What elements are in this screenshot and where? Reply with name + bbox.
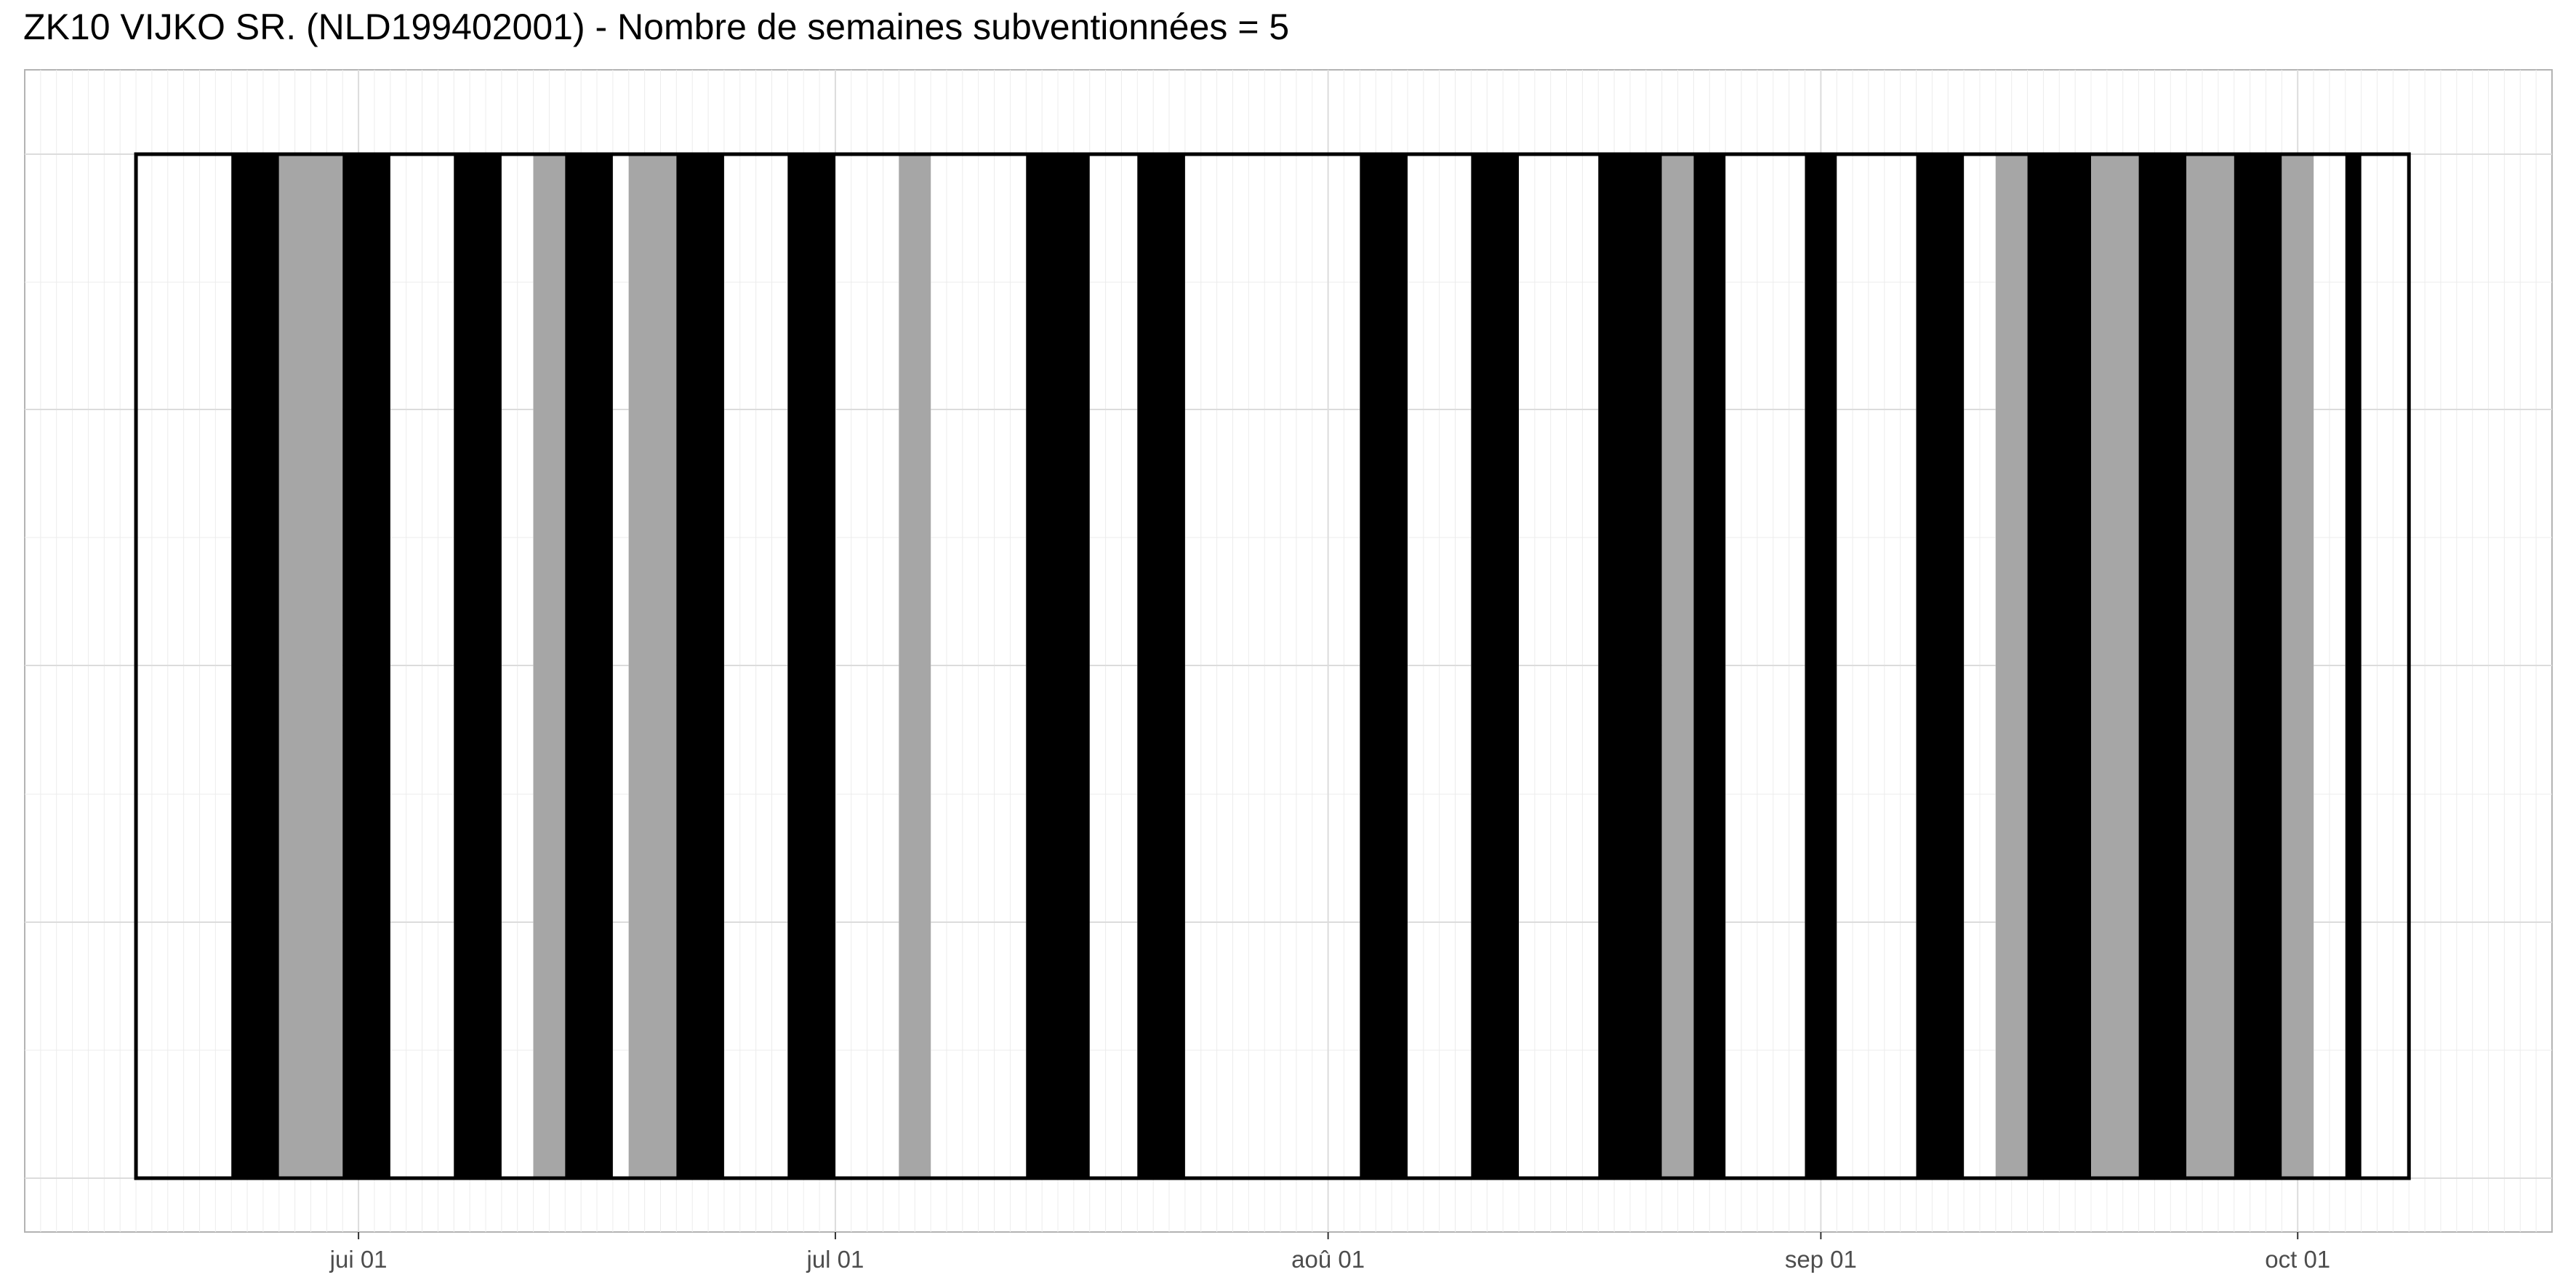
- day-bar-black: [454, 154, 502, 1178]
- x-tick-label: aoû 01: [1291, 1246, 1365, 1273]
- day-bar-black: [1471, 154, 1519, 1178]
- day-bar-black: [1916, 154, 1965, 1178]
- x-tick-label: oct 01: [2265, 1246, 2330, 1273]
- day-bar-grey: [1661, 154, 1694, 1178]
- day-bar-grey: [1995, 154, 2028, 1178]
- x-tick-label: sep 01: [1785, 1246, 1857, 1273]
- day-bar-black: [1598, 154, 1662, 1178]
- day-bar-black: [1137, 154, 1185, 1178]
- day-bar-black: [565, 154, 613, 1178]
- chart-title: ZK10 VIJKO SR. (NLD199402001) - Nombre d…: [23, 7, 1290, 47]
- day-bar-black: [676, 154, 724, 1178]
- day-bar-black: [2138, 154, 2187, 1178]
- day-bar-black: [2345, 154, 2362, 1178]
- day-bar-grey: [899, 154, 931, 1178]
- day-bar-grey: [278, 154, 343, 1178]
- day-bar-grey: [2091, 154, 2139, 1178]
- day-bar-black: [342, 154, 390, 1178]
- day-bar-black: [2234, 154, 2282, 1178]
- day-bar-black: [1805, 154, 1837, 1178]
- x-tick-label: jui 01: [329, 1246, 388, 1273]
- day-bar-grey: [628, 154, 677, 1178]
- period-frame: [134, 152, 2411, 1180]
- day-bar-black: [2027, 154, 2092, 1178]
- day-bar-black: [231, 154, 279, 1178]
- day-bar-black: [1360, 154, 1408, 1178]
- day-bar-grey: [2186, 154, 2234, 1178]
- day-bar-grey: [2282, 154, 2314, 1178]
- x-tick-label: jul 01: [806, 1246, 864, 1273]
- day-bar-black: [1026, 154, 1090, 1178]
- day-bar-grey: [533, 154, 566, 1178]
- day-bar-black: [1693, 154, 1726, 1178]
- day-bar-black: [787, 154, 835, 1178]
